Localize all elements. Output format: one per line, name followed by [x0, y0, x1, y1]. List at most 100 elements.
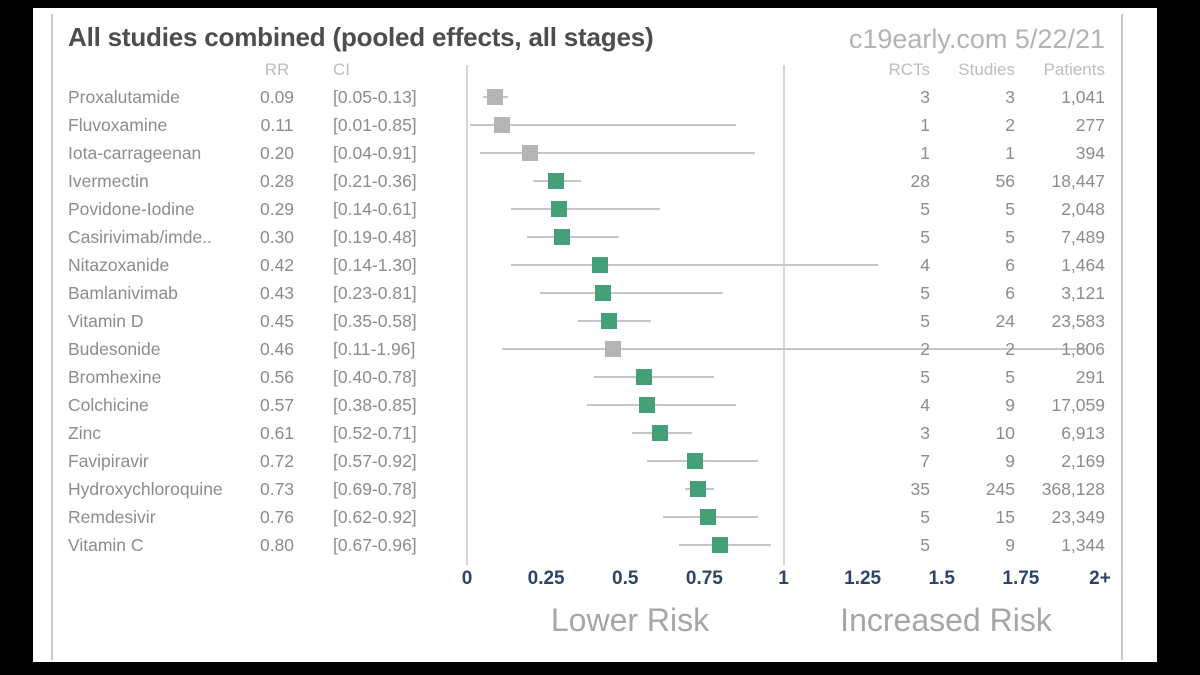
ci-value: [0.14-1.30]	[333, 255, 417, 275]
reference-line-0	[466, 65, 468, 565]
studies-count: 6	[1005, 283, 1015, 303]
table-row: Zinc 0.61 [0.52-0.71] 3 10 6,913	[33, 419, 1157, 447]
studies-count: 9	[1005, 395, 1015, 415]
axis-tick-label: 1.5	[928, 568, 955, 589]
effect-marker	[639, 397, 656, 413]
table-row: Bamlanivimab 0.43 [0.23-0.81] 5 6 3,121	[33, 279, 1157, 307]
patients-count: 2,169	[1061, 451, 1105, 471]
rcts-count: 5	[920, 283, 930, 303]
rr-value: 0.09	[259, 87, 295, 107]
rr-value: 0.61	[259, 423, 295, 443]
treatment-name: Colchicine	[68, 395, 149, 415]
effect-marker	[487, 89, 504, 105]
increased-risk-label: Increased Risk	[840, 602, 1052, 638]
rcts-count: 2	[920, 339, 930, 359]
treatment-name: Favipiravir	[68, 451, 149, 471]
ci-value: [0.52-0.71]	[333, 423, 417, 443]
ci-value: [0.69-0.78]	[333, 479, 417, 499]
table-row: Ivermectin 0.28 [0.21-0.36] 28 56 18,447	[33, 167, 1157, 195]
treatment-name: Zinc	[68, 423, 102, 443]
ci-value: [0.38-0.85]	[333, 395, 417, 415]
ci-value: [0.05-0.13]	[333, 87, 417, 107]
effect-marker	[595, 285, 612, 301]
patients-count: 6,913	[1061, 423, 1105, 443]
effect-marker	[712, 537, 729, 553]
patients-count: 23,349	[1051, 507, 1105, 527]
ci-whisker-line	[539, 292, 724, 294]
patients-count: 394	[1075, 143, 1105, 163]
rr-value: 0.57	[259, 395, 295, 415]
rr-value: 0.20	[259, 143, 295, 163]
patients-count: 23,583	[1051, 311, 1105, 331]
table-row: Favipiravir 0.72 [0.57-0.92] 7 9 2,169	[33, 447, 1157, 475]
column-header-ci: CI	[333, 60, 350, 79]
rcts-count: 35	[910, 479, 930, 499]
ci-whisker-line	[501, 348, 1088, 350]
table-row: Povidone-Iodine 0.29 [0.14-0.61] 5 5 2,048	[33, 195, 1157, 223]
table-row: Vitamin D 0.45 [0.35-0.58] 5 24 23,583	[33, 307, 1157, 335]
rcts-count: 5	[920, 311, 930, 331]
treatment-name: Nitazoxanide	[68, 255, 170, 275]
treatment-name: Budesonide	[68, 339, 161, 359]
rcts-count: 4	[920, 255, 930, 275]
rcts-count: 1	[920, 115, 930, 135]
rr-value: 0.45	[259, 311, 295, 331]
treatment-name: Hydroxychloroquine	[68, 479, 223, 499]
ci-value: [0.23-0.81]	[333, 283, 417, 303]
table-row: Iota-carrageenan 0.20 [0.04-0.91] 1 1 394	[33, 139, 1157, 167]
effect-marker	[547, 173, 564, 189]
treatment-name: Remdesivir	[68, 507, 156, 527]
treatment-name: Vitamin C	[68, 535, 144, 555]
effect-marker	[652, 425, 669, 441]
rcts-count: 3	[920, 87, 930, 107]
studies-count: 5	[1005, 199, 1015, 219]
patients-count: 291	[1075, 367, 1105, 387]
axis-tick-label: 1	[778, 568, 789, 589]
rcts-count: 28	[910, 171, 930, 191]
rcts-count: 1	[920, 143, 930, 163]
rr-value: 0.56	[259, 367, 295, 387]
rr-value: 0.30	[259, 227, 295, 247]
table-row: Nitazoxanide 0.42 [0.14-1.30] 4 6 1,464	[33, 251, 1157, 279]
effect-marker	[493, 117, 510, 133]
ci-value: [0.67-0.96]	[333, 535, 417, 555]
rr-value: 0.80	[259, 535, 295, 555]
axis-tick-label: 2+	[1089, 568, 1111, 589]
effect-marker	[550, 201, 567, 217]
rr-value: 0.11	[260, 115, 294, 135]
reference-line-1	[782, 65, 785, 565]
effect-marker	[686, 453, 703, 469]
rcts-count: 4	[920, 395, 930, 415]
column-header-rcts: RCTs	[888, 60, 930, 79]
rcts-count: 5	[920, 199, 930, 219]
effect-marker	[699, 509, 716, 525]
studies-count: 3	[1005, 87, 1015, 107]
ci-value: [0.11-1.96]	[333, 339, 416, 359]
rcts-count: 5	[920, 507, 930, 527]
effect-marker	[591, 257, 608, 273]
ci-whisker-line	[511, 264, 879, 266]
column-header-patients: Patients	[1043, 60, 1105, 79]
ci-value: [0.35-0.58]	[333, 311, 417, 331]
axis-tick-label: 1.25	[844, 568, 882, 589]
rcts-count: 3	[920, 423, 930, 443]
page-title: All studies combined (pooled effects, al…	[68, 22, 654, 52]
x-axis: 0 0.25 0.5 0.75 1 1.25 1.5 1.75 2+	[33, 568, 1157, 594]
treatment-name: Proxalutamide	[68, 87, 180, 107]
studies-count: 6	[1005, 255, 1015, 275]
table-row: Bromhexine 0.56 [0.40-0.78] 5 5 291	[33, 363, 1157, 391]
treatment-name: Ivermectin	[68, 171, 149, 191]
table-row: Casirivimab/imde.. 0.30 [0.19-0.48] 5 5 7,489	[33, 223, 1157, 251]
axis-tick-label: 1.75	[1002, 568, 1040, 589]
effect-marker	[636, 369, 653, 385]
effect-marker	[522, 145, 539, 161]
table-row: Colchicine 0.57 [0.38-0.85] 4 9 17,059	[33, 391, 1157, 419]
brand-and-date: c19early.com 5/22/21	[848, 24, 1105, 54]
treatment-name: Bamlanivimab	[68, 283, 178, 303]
studies-count: 9	[1005, 535, 1015, 555]
studies-count: 5	[1005, 227, 1015, 247]
studies-count: 5	[1005, 367, 1015, 387]
patients-count: 277	[1075, 115, 1105, 135]
effect-marker	[553, 229, 570, 245]
ci-whisker-line	[511, 208, 661, 210]
